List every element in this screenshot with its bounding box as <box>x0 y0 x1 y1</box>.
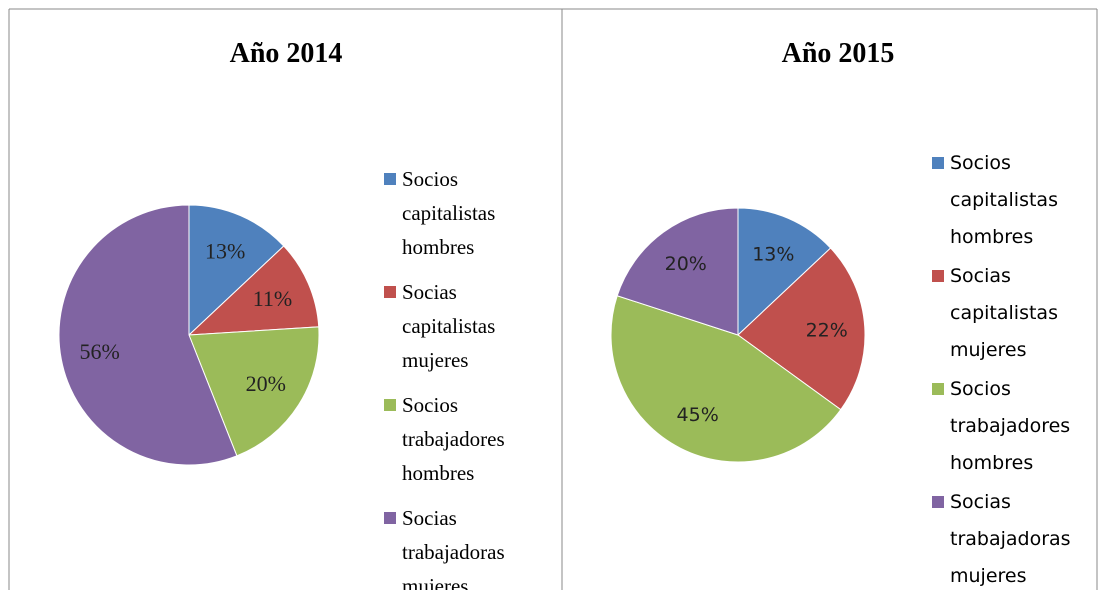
legend-swatch <box>932 157 944 169</box>
pie-slice <box>58 204 238 466</box>
legend-entry: Socios trabajadores hombres <box>384 388 534 490</box>
data-label: 56% <box>79 339 119 364</box>
legend: Socios capitalistas hombres Socias capita… <box>384 162 534 590</box>
legend-label: Socios capitalistas hombres <box>402 167 496 259</box>
legend-entry: Socios capitalistas hombres <box>384 162 534 264</box>
data-label: 20% <box>246 371 286 396</box>
legend-swatch <box>384 399 396 411</box>
pie-slice <box>188 204 285 337</box>
pie-slice <box>616 207 739 336</box>
data-label: 13% <box>205 238 245 263</box>
data-label: 13% <box>752 243 794 265</box>
legend-entry: Socias trabajadoras mujeres <box>384 501 534 590</box>
data-label: 45% <box>677 404 719 426</box>
legend-label: Socias capitalistas mujeres <box>950 265 1058 361</box>
legend-swatch <box>384 173 396 185</box>
legend-label: Socias trabajadoras mujeres <box>402 506 505 590</box>
legend-swatch <box>932 383 944 395</box>
legend-entry: Socias trabajadoras mujeres <box>932 484 1082 590</box>
chart-title: Año 2014 <box>230 38 343 69</box>
legend-swatch <box>932 270 944 282</box>
legend-entry: Socios trabajadores hombres <box>932 371 1082 482</box>
legend-label: Socias trabajadoras mujeres <box>950 491 1071 587</box>
pie-slice <box>737 207 832 337</box>
legend: Socios capitalistas hombres Socias capita… <box>932 145 1082 590</box>
legend-swatch <box>384 286 396 298</box>
pie-slice <box>188 326 320 457</box>
legend-label: Socias capitalistas mujeres <box>402 280 496 372</box>
legend-swatch <box>384 512 396 524</box>
legend-entry: Socios capitalistas hombres <box>932 145 1082 256</box>
legend-entry: Socias capitalistas mujeres <box>384 275 534 377</box>
pie-slice <box>187 245 320 336</box>
data-label: 20% <box>665 253 707 275</box>
legend-label: Socios trabajadores hombres <box>950 378 1071 474</box>
pie-slice <box>610 295 842 463</box>
legend-entry: Socias capitalistas mujeres <box>932 258 1082 369</box>
pie-slice <box>737 247 866 411</box>
data-label: 11% <box>253 286 293 311</box>
data-label: 22% <box>806 319 848 341</box>
legend-swatch <box>932 496 944 508</box>
legend-label: Socios capitalistas hombres <box>950 152 1058 248</box>
legend-label: Socios trabajadores hombres <box>402 393 505 485</box>
chart-title: Año 2015 <box>782 38 895 69</box>
